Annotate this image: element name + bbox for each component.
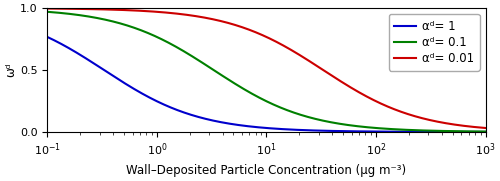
αᵈ= 0.01 (120, 9, 126, 11)
αᵈ= 1 (120, 81, 126, 83)
X-axis label: Wall–Deposited Particle Concentration (μg m⁻³): Wall–Deposited Particle Concentration (μ… (126, 164, 406, 177)
Y-axis label: ωᵈ: ωᵈ (4, 63, 17, 77)
αᵈ= 0.1 (427, 130, 433, 132)
αᵈ= 0.1 (120, 23, 126, 25)
αᵈ= 1 (482, 131, 488, 133)
αᵈ= 0.01 (474, 126, 480, 128)
αᵈ= 0.1 (474, 130, 480, 132)
αᵈ= 0.01 (212, 19, 218, 21)
αᵈ= 1 (232, 123, 237, 125)
αᵈ= 1 (427, 131, 433, 133)
Legend: αᵈ= 1, αᵈ= 0.1, αᵈ= 0.01: αᵈ= 1, αᵈ= 0.1, αᵈ= 0.01 (388, 14, 480, 71)
Line: αᵈ= 0.1: αᵈ= 0.1 (48, 12, 486, 132)
αᵈ= 0.1 (94, 17, 100, 19)
αᵈ= 0.1 (482, 131, 488, 133)
αᵈ= 0.1 (232, 82, 237, 84)
Line: αᵈ= 1: αᵈ= 1 (48, 37, 486, 132)
αᵈ= 0.01 (94, 8, 100, 10)
Line: αᵈ= 0.01: αᵈ= 0.01 (48, 9, 486, 128)
αᵈ= 1 (94, 65, 100, 67)
αᵈ= 1 (474, 131, 480, 133)
αᵈ= 1 (44, 36, 51, 38)
αᵈ= 0.1 (44, 11, 51, 13)
αᵈ= 0.1 (212, 70, 218, 72)
αᵈ= 1 (212, 120, 218, 122)
αᵈ= 0.01 (427, 119, 433, 121)
αᵈ= 0.01 (482, 127, 488, 129)
αᵈ= 0.01 (44, 7, 51, 10)
αᵈ= 0.01 (232, 24, 237, 26)
